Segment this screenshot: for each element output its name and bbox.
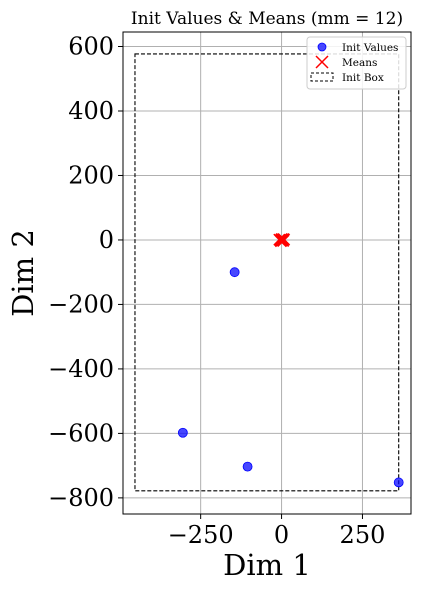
y-tick-label: 0 bbox=[99, 226, 114, 254]
legend-init-values-marker bbox=[317, 42, 327, 52]
x-ticks: −250 0 250 bbox=[168, 514, 386, 549]
legend-x-stroke bbox=[315, 55, 329, 69]
y-tick-label: −800 bbox=[48, 484, 114, 512]
y-axis-label: Dim 2 bbox=[6, 229, 40, 317]
data-points bbox=[177, 232, 404, 488]
y-tick-label: 400 bbox=[68, 97, 114, 125]
init-value-point bbox=[242, 461, 253, 472]
legend-means-marker bbox=[315, 55, 329, 69]
legend-frame bbox=[306, 36, 407, 90]
legend: Init Values Means Init Box bbox=[306, 36, 407, 90]
plot-frame bbox=[122, 31, 412, 515]
y-tick-label: −200 bbox=[48, 290, 114, 318]
init-value-point bbox=[177, 427, 188, 438]
y-tick-label: −400 bbox=[48, 355, 114, 383]
legend-label: Means bbox=[342, 57, 377, 69]
init-box-rect bbox=[134, 53, 400, 492]
mean-point bbox=[275, 234, 288, 247]
legend-label: Init Box bbox=[342, 72, 384, 84]
y-tick-label: 200 bbox=[68, 161, 114, 189]
mean-x-stroke bbox=[275, 234, 288, 247]
x-axis-label: Dim 1 bbox=[223, 548, 311, 582]
init-value-point bbox=[393, 477, 404, 488]
y-tick-label: 600 bbox=[68, 33, 114, 61]
legend-label: Init Values bbox=[342, 42, 398, 54]
x-tick-label: −250 bbox=[168, 521, 234, 549]
legend-init-box-marker bbox=[310, 72, 334, 82]
x-tick-label: 250 bbox=[340, 521, 386, 549]
x-tick-label: 0 bbox=[274, 521, 289, 549]
init-box bbox=[134, 53, 400, 492]
init-value-point bbox=[229, 267, 240, 278]
y-tick-label: −600 bbox=[48, 419, 114, 447]
y-ticks: −800 −600 −400 −200 0 200 400 600 bbox=[48, 33, 123, 512]
chart-title: Init Values & Means (mm = 12) bbox=[131, 9, 403, 29]
